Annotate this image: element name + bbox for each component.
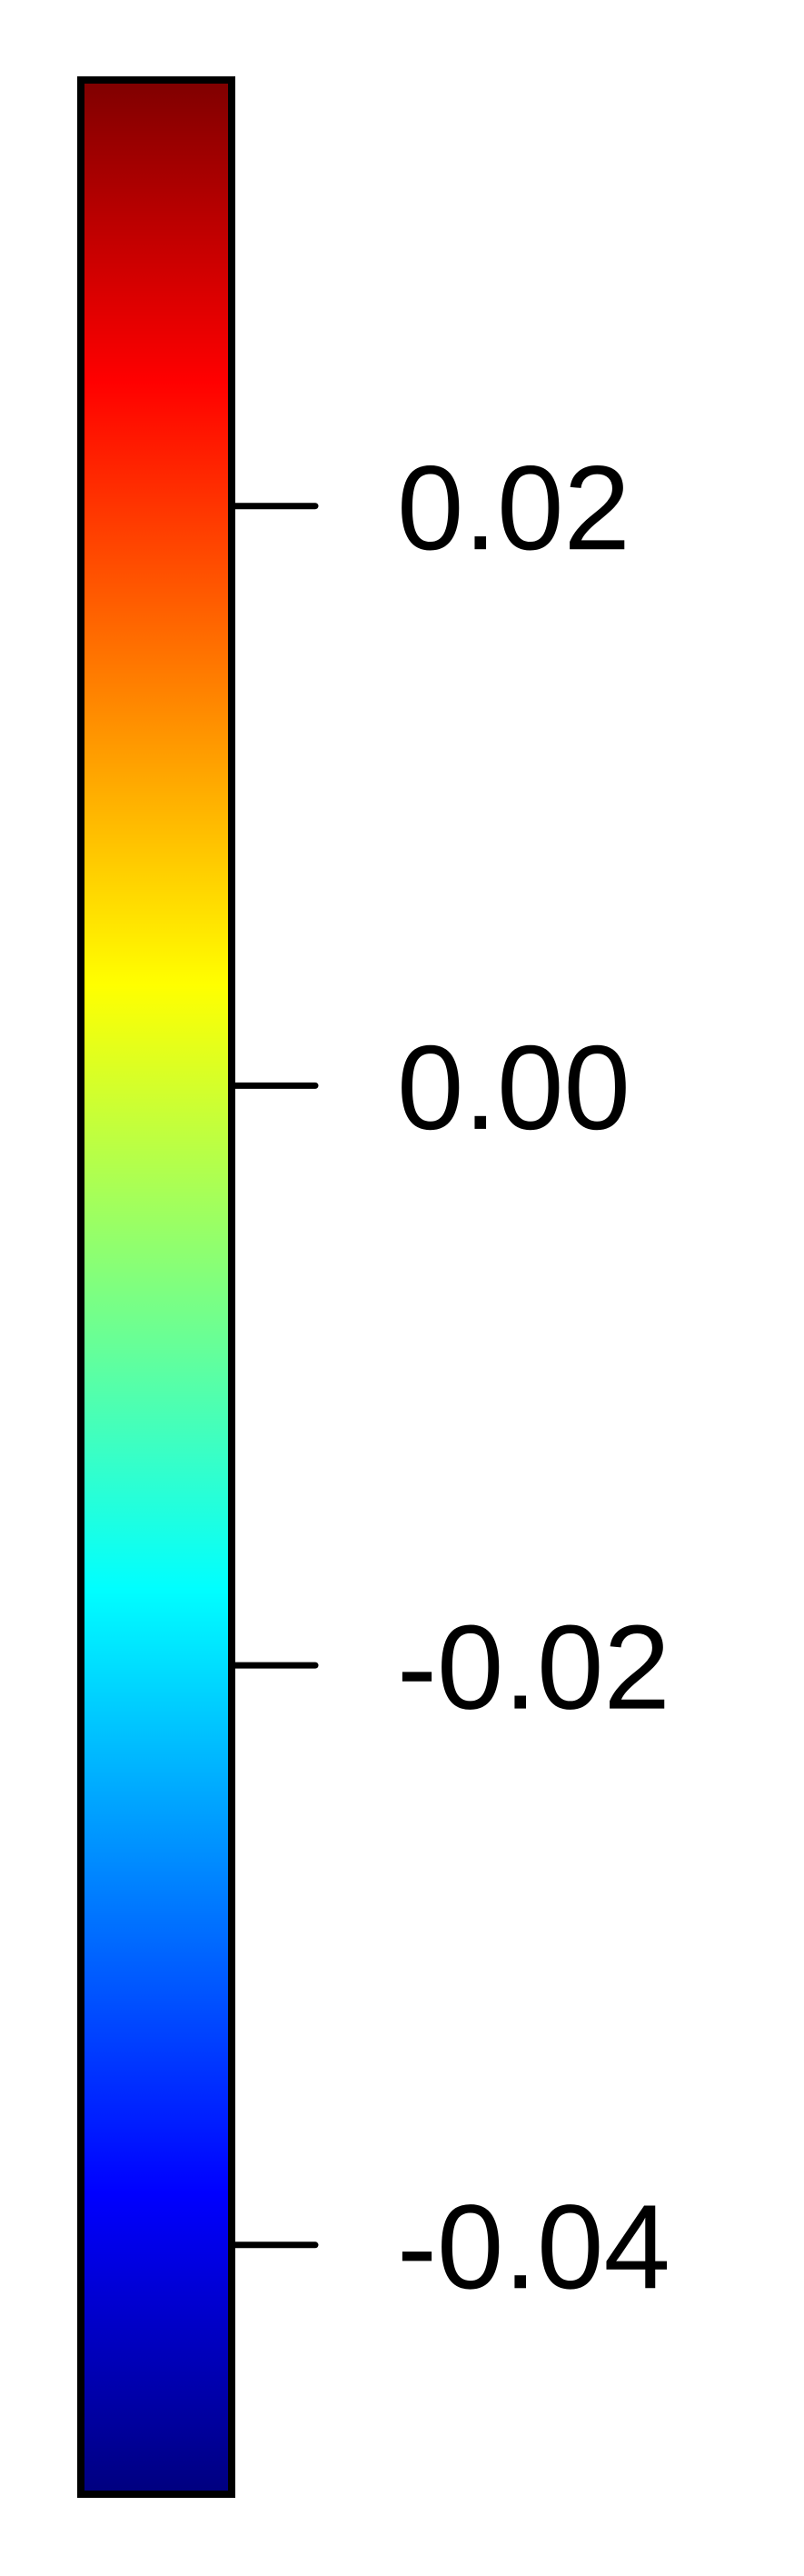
colorbar-outline (77, 76, 235, 2498)
colorbar-tick-label: 0.02 (397, 441, 630, 574)
colorbar-tick-label: -0.02 (397, 1601, 670, 1734)
colorbar-tick-label: 0.00 (397, 1021, 630, 1154)
colorbar-ticks: 0.02 0.00 -0.02 -0.04 (228, 441, 670, 2313)
colorbar-tick-label: -0.04 (397, 2180, 670, 2313)
colorbar-gradient-bar (81, 80, 232, 2494)
